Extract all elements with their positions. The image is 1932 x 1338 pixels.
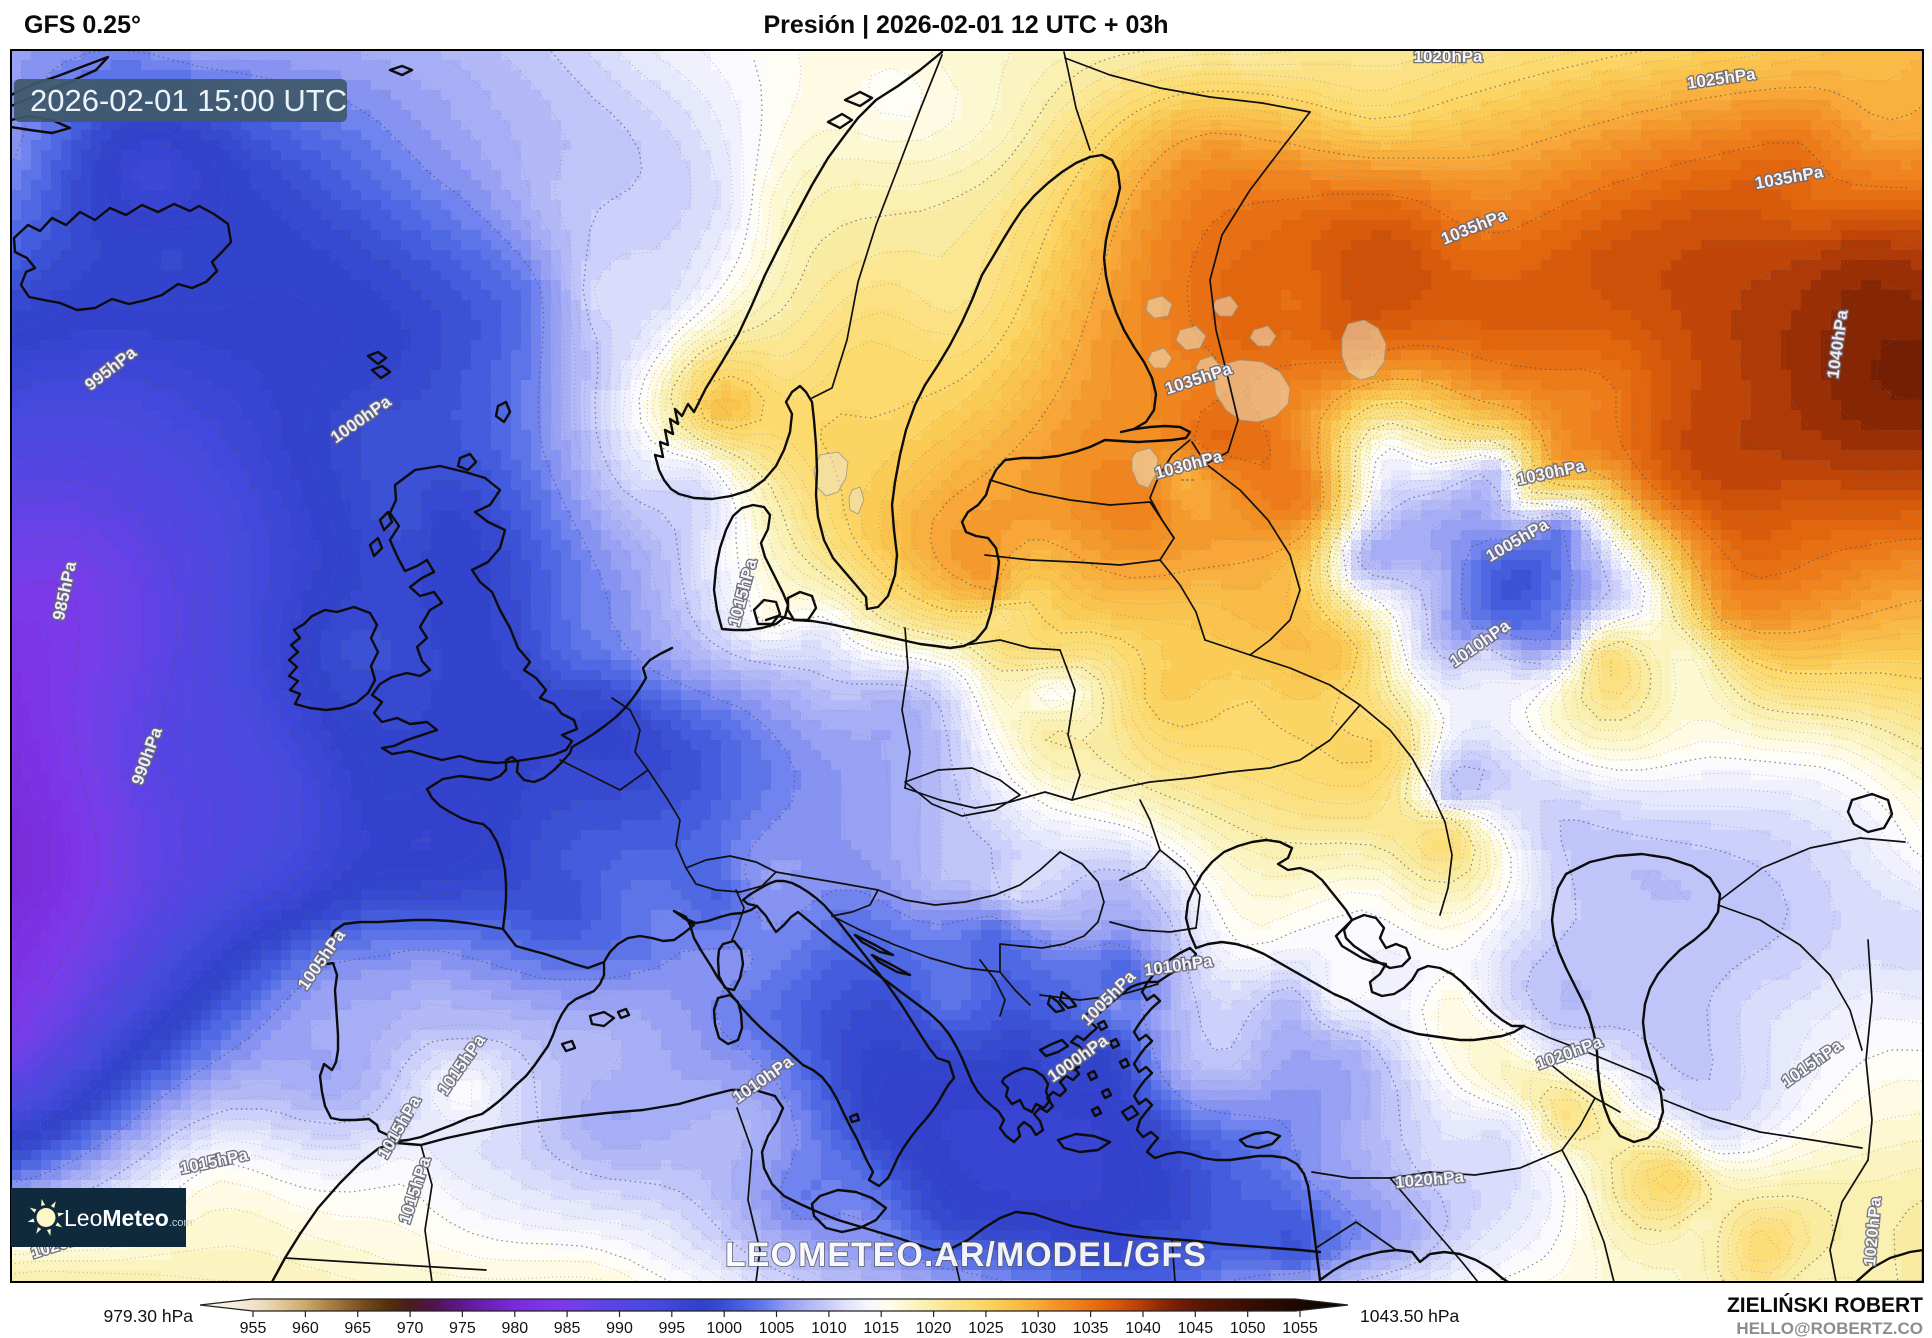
svg-text:960: 960	[292, 1320, 319, 1337]
svg-text:1035: 1035	[1073, 1320, 1109, 1337]
svg-text:990: 990	[606, 1320, 633, 1337]
svg-text:965: 965	[344, 1320, 371, 1337]
svg-text:2026-02-01 15:00 UTC: 2026-02-01 15:00 UTC	[30, 83, 347, 118]
svg-text:LeoMeteo.com: LeoMeteo.com	[64, 1205, 193, 1231]
svg-text:1050: 1050	[1230, 1320, 1266, 1337]
svg-text:HELLO@ROBERTZ.CO: HELLO@ROBERTZ.CO	[1736, 1319, 1923, 1338]
svg-text:975: 975	[449, 1320, 476, 1337]
svg-text:955: 955	[240, 1320, 267, 1337]
svg-text:1020: 1020	[916, 1320, 952, 1337]
svg-text:1043.50 hPa: 1043.50 hPa	[1360, 1306, 1460, 1326]
svg-text:1000: 1000	[706, 1320, 742, 1337]
svg-text:1025: 1025	[968, 1320, 1004, 1337]
svg-text:1030: 1030	[1020, 1320, 1056, 1337]
svg-text:979.30 hPa: 979.30 hPa	[103, 1306, 193, 1326]
svg-text:1010: 1010	[811, 1320, 847, 1337]
svg-text:1055: 1055	[1282, 1320, 1318, 1337]
svg-text:1045: 1045	[1178, 1320, 1214, 1337]
svg-text:970: 970	[397, 1320, 424, 1337]
svg-text:980: 980	[501, 1320, 528, 1337]
svg-text:LEOMETEO.AR/MODEL/GFS: LEOMETEO.AR/MODEL/GFS	[725, 1236, 1207, 1274]
svg-text:ZIELIŃSKI ROBERT: ZIELIŃSKI ROBERT	[1727, 1294, 1923, 1317]
svg-text:1015: 1015	[863, 1320, 899, 1337]
svg-text:985: 985	[554, 1320, 581, 1337]
svg-text:GFS 0.25°: GFS 0.25°	[24, 11, 141, 39]
svg-text:1005: 1005	[759, 1320, 795, 1337]
svg-text:1040: 1040	[1125, 1320, 1161, 1337]
svg-text:Presión | 2026-02-01 12 UTC +: Presión | 2026-02-01 12 UTC + 03h	[763, 11, 1168, 39]
svg-text:995: 995	[658, 1320, 685, 1337]
svg-text:1020hPa: 1020hPa	[1414, 47, 1484, 66]
